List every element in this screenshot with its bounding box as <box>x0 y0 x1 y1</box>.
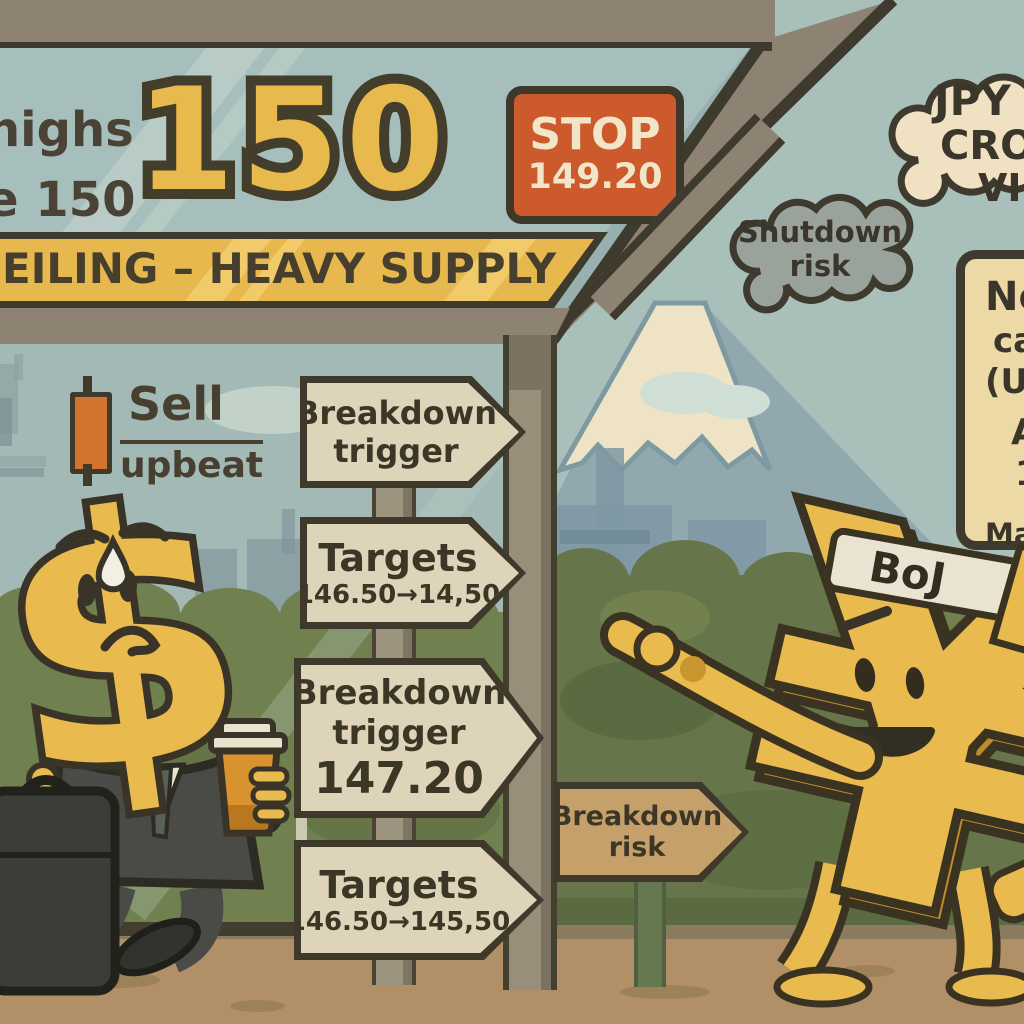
shelter-roof-line <box>0 42 772 51</box>
shutdown-line1: Shutdown <box>737 215 903 249</box>
right-panel: Ne ca (U A 1 Mand <box>956 250 1024 551</box>
sell-sub-label: upbeat <box>120 440 264 485</box>
left-sign-line2: e 150 <box>0 171 136 228</box>
jpy-cloud-text: JPY CRO VI <box>934 76 1024 211</box>
sign3-line3: 147.20 <box>314 752 484 804</box>
ground-patch <box>620 985 710 999</box>
ground-patch <box>230 1000 285 1012</box>
banner-inner: EILING – HEAVY SUPPLY <box>0 239 594 301</box>
yen-character: ¥ ¥ BoJ <box>575 396 1024 1024</box>
skyline-building <box>560 530 650 544</box>
shutdown-line2: risk <box>789 249 851 283</box>
right-panel-line1: Ne <box>985 274 1024 320</box>
sell-label: Sell <box>128 377 224 431</box>
sign-targets-1: Targets 146.50→14,50 <box>300 517 526 629</box>
post-shade <box>541 335 551 990</box>
sell-sub-text: upbeat <box>120 440 264 485</box>
shutdown-cloud: Shutdown risk <box>722 175 918 323</box>
banner: EILING – HEAVY SUPPLY <box>0 232 608 308</box>
wall-hedge-bump <box>180 588 280 648</box>
stop-value: 149.20 <box>527 156 663 197</box>
right-panel-line3: (U <box>985 361 1024 402</box>
shelter-roof <box>0 0 775 42</box>
risk-sign-line1: Breakdown <box>551 801 723 832</box>
sign1-line1: Breakdown <box>295 394 497 432</box>
right-panel-line5: 1 <box>1015 454 1024 495</box>
left-sign-fragment: highs e 150 <box>0 96 135 235</box>
shutdown-cloud-text: Shutdown risk <box>722 215 918 283</box>
risk-sign-line2: risk <box>608 832 666 863</box>
wall-skyline <box>0 456 46 467</box>
candle-wick-bottom <box>83 464 92 486</box>
sign3-line2: trigger <box>332 712 466 753</box>
sign-breakdown-risk: Breakdown risk <box>553 782 749 882</box>
wall-skyline <box>282 509 295 554</box>
sign-breakdown-trigger-2: Breakdown trigger 147.20 <box>294 658 544 818</box>
price-level-outline: 150 <box>126 48 454 233</box>
sign-targets-2: Targets 146.50→145,50 <box>294 840 544 960</box>
candle-wick-top <box>83 376 92 396</box>
jpy-line3: VI <box>978 166 1022 211</box>
post-top-shade <box>509 335 551 390</box>
chart-mark <box>0 468 44 477</box>
stop-label: STOP <box>529 108 661 160</box>
jpy-line1: JPY <box>934 76 1011 125</box>
sign2-line2: 146.50→14,50 <box>295 580 501 610</box>
price-level-fill: 150 <box>136 58 451 223</box>
price-level-150: 150 150 <box>126 48 476 233</box>
sign1-line2: trigger <box>333 432 459 470</box>
chart-mark <box>0 398 12 446</box>
left-sign-line1: highs <box>0 102 134 158</box>
stop-sign: STOP 149.20 <box>506 86 684 224</box>
banner-text: EILING – HEAVY SUPPLY <box>2 244 557 293</box>
risk-sign-post <box>634 875 666 987</box>
wall-hedge-bump <box>0 586 80 646</box>
shelter-post <box>503 335 557 990</box>
sign3-line1: Breakdown <box>291 672 507 713</box>
jpy-line2: CRO <box>940 123 1024 170</box>
sign4-line2: 146.50→145,50 <box>287 907 511 937</box>
dollar-character: $ <box>0 423 345 1024</box>
sign-breakdown-trigger-1: Breakdown trigger <box>300 376 526 488</box>
wall-mullion <box>296 740 307 926</box>
candlestick-icon <box>70 376 112 486</box>
sky-cloud <box>700 385 770 419</box>
right-panel-line2: ca <box>993 321 1024 361</box>
sign2-line1: Targets <box>318 536 478 580</box>
wall-skyline <box>14 354 23 380</box>
right-panel-line4: A <box>1011 411 1024 454</box>
sign4-line1: Targets <box>319 863 479 907</box>
hedge-bump <box>740 552 840 622</box>
jpy-cloud: JPY CRO VI <box>878 50 1024 220</box>
